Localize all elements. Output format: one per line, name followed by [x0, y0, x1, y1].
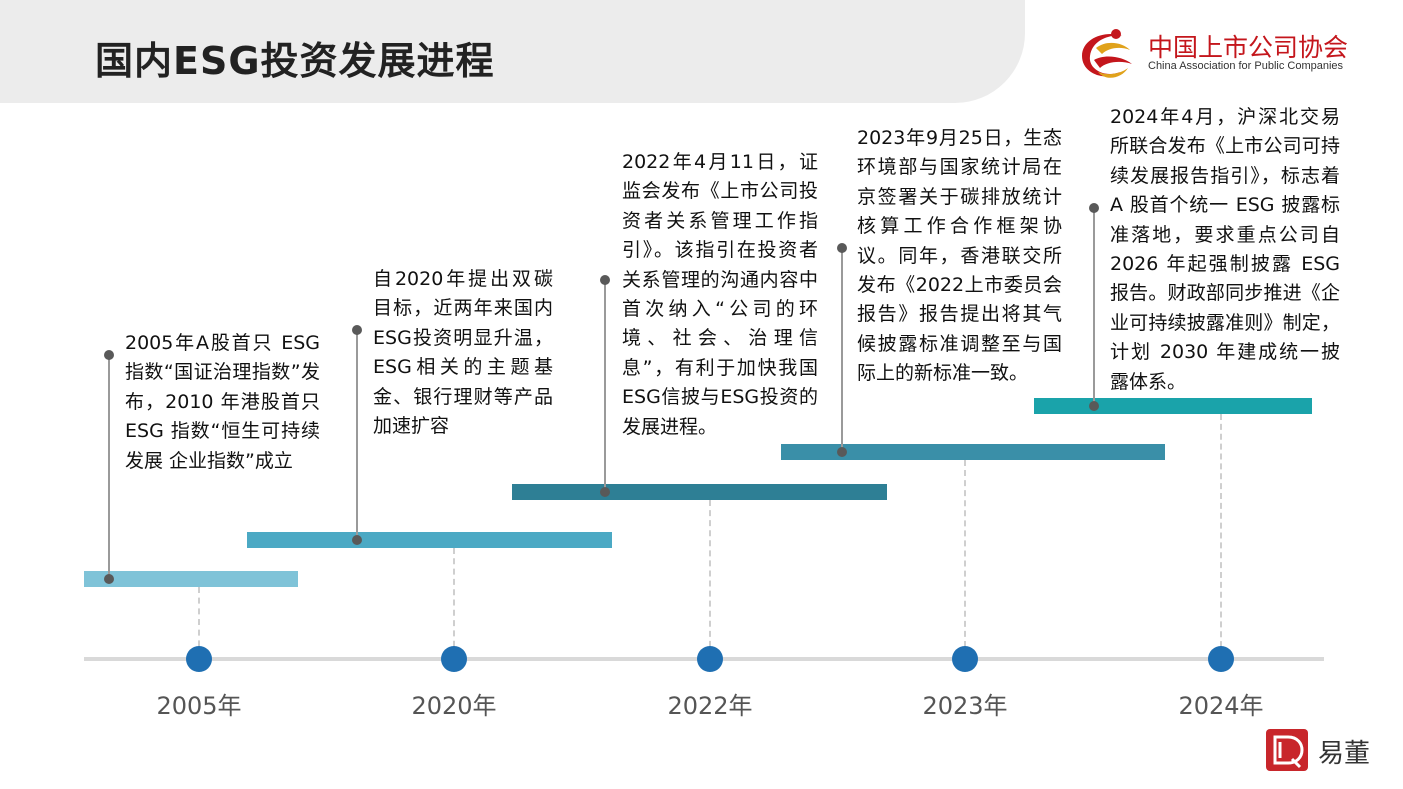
- year-marker-dot: [1208, 646, 1234, 672]
- year-marker-dot: [952, 646, 978, 672]
- event-description: 2023年9月25日，生态环境部与国家统计局在京签署关于碳排放统计核算工作合作框…: [857, 127, 1062, 385]
- period-bar: [247, 532, 612, 548]
- period-bar: [1034, 398, 1312, 414]
- year-dashed-connector: [453, 548, 455, 657]
- year-dashed-connector: [198, 587, 200, 657]
- period-bar: [512, 484, 887, 500]
- year-label: 2005年: [156, 692, 242, 720]
- association-logo: 中国上市公司协会 China Association for Public Co…: [1076, 26, 1376, 82]
- year-label: 2024年: [1178, 692, 1264, 720]
- callout-pin-bottom: [104, 574, 114, 584]
- year-dashed-connector: [709, 500, 711, 657]
- association-name-cn: 中国上市公司协会: [1148, 33, 1349, 62]
- brand-logo-icon: [1266, 729, 1308, 771]
- event-description: 2024年4月，沪深北交易所联合发布《上市公司可持续发展报告指引》，标志着 A …: [1110, 106, 1340, 393]
- year-label: 2023年: [922, 692, 1008, 720]
- callout-pin-top: [352, 325, 362, 335]
- association-emblem-icon: [1076, 26, 1136, 82]
- period-bar: [781, 444, 1165, 460]
- year-marker-dot: [441, 646, 467, 672]
- event-description: 2022年4月11日，证监会发布《上市公司投资者关系管理工作指引》。该指引在投资…: [622, 151, 818, 438]
- brand-name: 易董: [1318, 739, 1371, 769]
- year-marker-dot: [186, 646, 212, 672]
- page-title: 国内ESG投资发展进程: [95, 39, 495, 83]
- year-marker-dot: [697, 646, 723, 672]
- year-dashed-connector: [964, 460, 966, 657]
- association-name-en: China Association for Public Companies: [1148, 60, 1344, 72]
- event-description: 2005年A股首只 ESG 指数“国证治理指数”发布，2010 年港股首只 ES…: [125, 332, 320, 472]
- callout-stem: [604, 280, 606, 492]
- year-dashed-connector: [1220, 414, 1222, 657]
- callout-stem: [356, 330, 358, 540]
- event-description: 自2020年提出双碳目标，近两年来国内ESG投资明显升温，ESG相关的主题基金、…: [373, 268, 553, 438]
- year-label: 2020年: [411, 692, 497, 720]
- brand-badge: 易董: [1266, 729, 1386, 771]
- callout-pin-top: [1089, 203, 1099, 213]
- callout-stem: [1093, 208, 1095, 406]
- callout-pin-top: [837, 243, 847, 253]
- callout-pin-bottom: [837, 447, 847, 457]
- callout-pin-bottom: [1089, 401, 1099, 411]
- callout-pin-top: [104, 350, 114, 360]
- period-bar: [84, 571, 298, 587]
- callout-pin-top: [600, 275, 610, 285]
- callout-stem: [841, 248, 843, 452]
- callout-pin-bottom: [352, 535, 362, 545]
- callout-pin-bottom: [600, 487, 610, 497]
- header-band: [0, 0, 1025, 103]
- callout-stem: [108, 355, 110, 579]
- year-label: 2022年: [667, 692, 753, 720]
